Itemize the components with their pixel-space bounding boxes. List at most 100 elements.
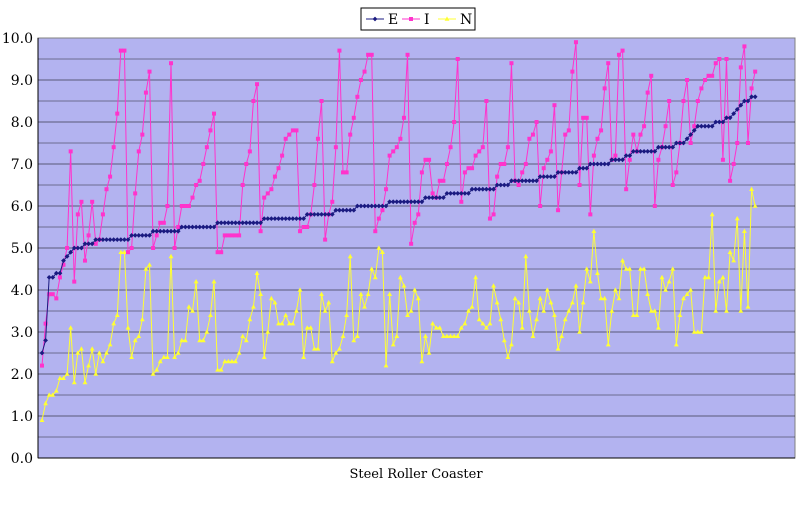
- data-point: [580, 165, 586, 171]
- data-point: [157, 228, 163, 234]
- data-point: [390, 342, 396, 347]
- data-point: [53, 270, 59, 276]
- data-point: [742, 98, 747, 104]
- data-point: [734, 107, 740, 112]
- data-point: [516, 300, 522, 305]
- data-point: [731, 162, 736, 166]
- data-point: [125, 237, 131, 242]
- data-point: [107, 342, 113, 347]
- data-point: [584, 115, 589, 120]
- data-point: [699, 123, 704, 129]
- data-point: [448, 333, 453, 338]
- data-point: [501, 337, 507, 343]
- data-point: [326, 300, 332, 305]
- data-point: [562, 170, 568, 175]
- data-point: [720, 157, 725, 162]
- data-point: [569, 170, 575, 175]
- data-point: [348, 132, 353, 137]
- data-point: [681, 295, 686, 301]
- data-point: [724, 115, 729, 121]
- data-point: [326, 212, 332, 217]
- data-point: [391, 149, 396, 154]
- data-point: [444, 162, 449, 166]
- y-tick-label: 1.0: [11, 409, 33, 425]
- data-point: [459, 199, 464, 204]
- data-point: [286, 216, 292, 221]
- data-point: [548, 174, 554, 179]
- data-point: [466, 308, 471, 313]
- data-point: [329, 358, 335, 364]
- data-point: [451, 191, 457, 196]
- data-point: [749, 186, 754, 191]
- data-point: [595, 136, 600, 141]
- data-point: [695, 123, 701, 129]
- data-point: [193, 224, 199, 230]
- data-point: [258, 220, 264, 226]
- data-point: [735, 141, 740, 145]
- data-point: [75, 212, 80, 217]
- data-point: [315, 346, 321, 351]
- data-point: [566, 308, 572, 313]
- data-point: [190, 224, 195, 230]
- data-point: [200, 337, 206, 343]
- data-point: [83, 258, 88, 263]
- data-point: [330, 199, 335, 204]
- data-point: [415, 199, 421, 205]
- data-point: [143, 266, 149, 271]
- data-point: [57, 275, 62, 280]
- data-point: [731, 258, 737, 263]
- data-point: [279, 321, 285, 326]
- data-point: [544, 287, 550, 292]
- data-point: [96, 237, 102, 242]
- data-point: [466, 166, 471, 171]
- data-point: [552, 103, 557, 108]
- data-point: [649, 73, 654, 78]
- data-point: [89, 346, 95, 351]
- data-point: [641, 149, 647, 154]
- data-point: [498, 316, 504, 322]
- data-point: [709, 123, 715, 129]
- data-point: [405, 52, 410, 57]
- data-point: [555, 170, 561, 175]
- data-point: [61, 258, 66, 263]
- data-point: [394, 199, 400, 205]
- data-point: [573, 170, 579, 175]
- data-point: [369, 266, 375, 271]
- data-point: [111, 321, 117, 326]
- y-tick-label: 5.0: [11, 241, 33, 257]
- data-point: [430, 195, 436, 200]
- data-point: [79, 199, 84, 204]
- data-point: [344, 207, 350, 213]
- data-point: [544, 174, 550, 179]
- data-point: [247, 220, 253, 226]
- data-point: [219, 250, 224, 255]
- data-point: [505, 145, 510, 150]
- data-point: [709, 211, 715, 217]
- data-point: [519, 178, 525, 184]
- data-point: [341, 170, 346, 175]
- data-point: [136, 233, 142, 238]
- data-point: [427, 157, 432, 162]
- data-point: [337, 346, 342, 351]
- data-point: [132, 337, 138, 343]
- data-point: [305, 225, 310, 229]
- data-point: [652, 308, 658, 313]
- data-point: [462, 170, 467, 175]
- data-point: [577, 165, 582, 171]
- data-point: [534, 178, 539, 184]
- data-point: [688, 287, 694, 292]
- data-point: [752, 203, 758, 208]
- data-point: [580, 300, 586, 305]
- data-point: [645, 90, 650, 95]
- data-point: [64, 371, 70, 376]
- data-point: [598, 295, 604, 301]
- data-point: [458, 191, 464, 196]
- y-tick-label: 10.0: [2, 31, 33, 47]
- data-point: [483, 186, 489, 192]
- data-point: [552, 312, 557, 317]
- data-point: [681, 140, 686, 146]
- data-point: [61, 262, 66, 267]
- data-point: [122, 237, 127, 242]
- data-point: [448, 145, 453, 150]
- data-point: [566, 170, 572, 175]
